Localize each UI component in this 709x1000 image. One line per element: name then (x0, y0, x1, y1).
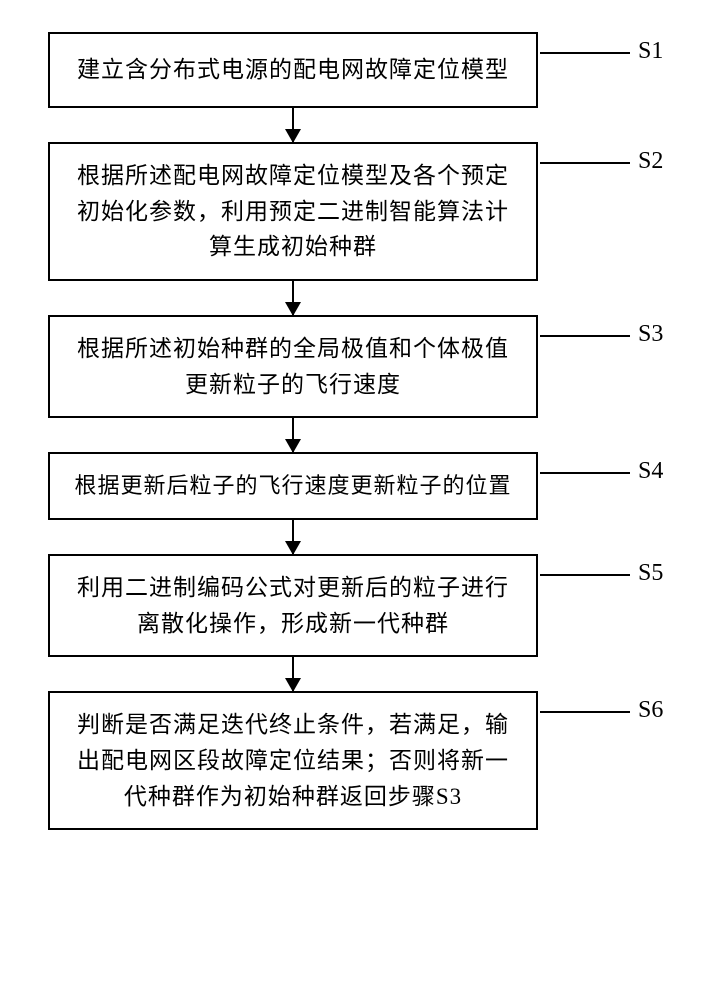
arrow-down (48, 281, 538, 315)
arrow-head-icon (285, 678, 301, 692)
connector-line (540, 52, 630, 54)
step-box-s1: 建立含分布式电源的配电网故障定位模型 (48, 32, 538, 108)
connector-line (540, 162, 630, 164)
step-box-s3: 根据所述初始种群的全局极值和个体极值更新粒子的飞行速度 (48, 315, 538, 418)
step-label-s1: S1 (638, 38, 663, 65)
flowchart: 建立含分布式电源的配电网故障定位模型 S1 根据所述配电网故障定位模型及各个预定初始… (48, 32, 668, 830)
step-row-s6: 判断是否满足迭代终止条件，若满足，输出配电网区段故障定位结果；否则将新一代种群作… (48, 691, 668, 830)
arrow-head-icon (285, 129, 301, 143)
arrow-down (48, 657, 538, 691)
step-row-s5: 利用二进制编码公式对更新后的粒子进行离散化操作，形成新一代种群 S5 (48, 554, 668, 657)
step-label-s4: S4 (638, 458, 663, 485)
step-label-s3: S3 (638, 321, 663, 348)
arrow-head-icon (285, 439, 301, 453)
arrow-head-icon (285, 541, 301, 555)
connector-line (540, 574, 630, 576)
step-row-s1: 建立含分布式电源的配电网故障定位模型 S1 (48, 32, 668, 108)
step-row-s2: 根据所述配电网故障定位模型及各个预定初始化参数，利用预定二进制智能算法计算生成初… (48, 142, 668, 281)
arrow-down (48, 418, 538, 452)
step-label-s2: S2 (638, 148, 663, 175)
step-box-s5: 利用二进制编码公式对更新后的粒子进行离散化操作，形成新一代种群 (48, 554, 538, 657)
connector-line (540, 711, 630, 713)
connector-line (540, 472, 630, 474)
step-box-s4: 根据更新后粒子的飞行速度更新粒子的位置 (48, 452, 538, 520)
step-box-s2: 根据所述配电网故障定位模型及各个预定初始化参数，利用预定二进制智能算法计算生成初… (48, 142, 538, 281)
arrow-down (48, 520, 538, 554)
connector-line (540, 335, 630, 337)
step-label-s6: S6 (638, 697, 663, 724)
step-row-s3: 根据所述初始种群的全局极值和个体极值更新粒子的飞行速度 S3 (48, 315, 668, 418)
step-row-s4: 根据更新后粒子的飞行速度更新粒子的位置 S4 (48, 452, 668, 520)
step-box-s6: 判断是否满足迭代终止条件，若满足，输出配电网区段故障定位结果；否则将新一代种群作… (48, 691, 538, 830)
arrow-down (48, 108, 538, 142)
step-label-s5: S5 (638, 560, 663, 587)
arrow-head-icon (285, 302, 301, 316)
